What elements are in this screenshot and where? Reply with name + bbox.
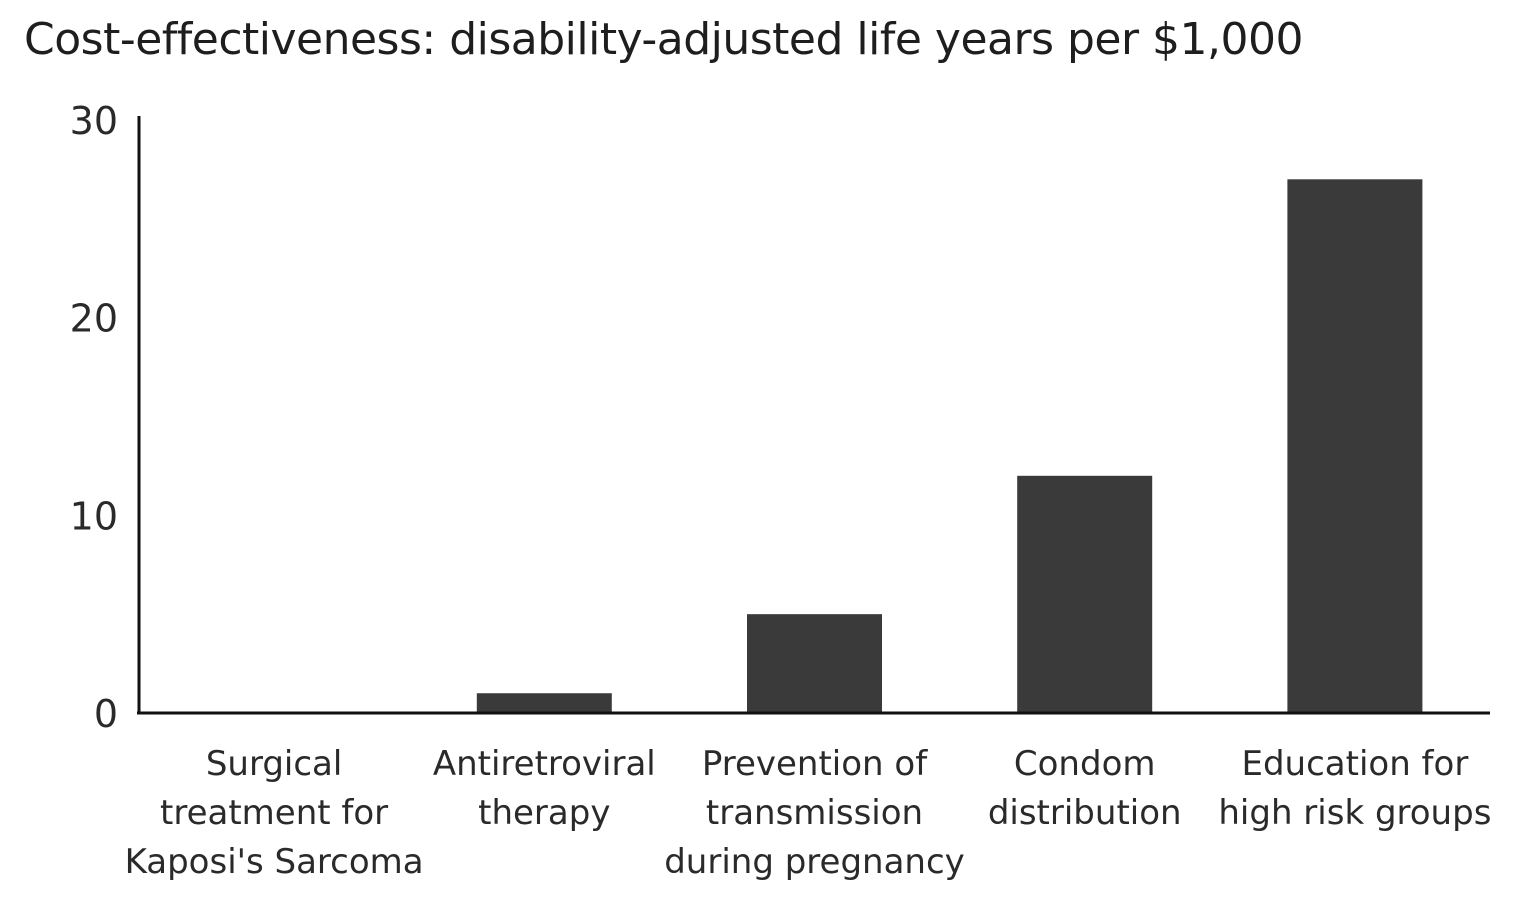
x-category-label: Condom distribution	[988, 744, 1182, 833]
x-category-label-line: Education for	[1241, 744, 1468, 784]
bar	[747, 614, 882, 713]
x-category-label-line: during pregnancy	[664, 842, 965, 882]
x-category-label: Surgical treatment for Kaposi's Sarcoma	[125, 744, 424, 882]
y-tick-label: 10	[70, 494, 118, 538]
x-category-label-line: transmission	[706, 793, 923, 833]
x-category-label-line: Antiretroviral	[433, 744, 656, 784]
y-tick-label: 20	[70, 297, 118, 341]
x-category-label: Antiretroviral therapy	[433, 744, 656, 833]
x-category-label-line: Condom	[1014, 744, 1156, 784]
bar	[1017, 475, 1153, 713]
x-category-label-line: distribution	[988, 793, 1182, 833]
x-category-label-line: therapy	[478, 793, 610, 833]
x-category-label: Prevention of transmission during pregnanc…	[664, 744, 965, 882]
x-category-label-line: treatment for	[160, 793, 388, 833]
x-category-label-line: Kaposi's Sarcoma	[125, 842, 424, 882]
bar	[476, 693, 612, 713]
y-tick-label: 30	[70, 99, 118, 143]
x-category-label-line: high risk groups	[1218, 793, 1491, 833]
bars	[206, 179, 1423, 714]
y-axis-ticks: 0 10 20 30	[70, 99, 118, 736]
chart-title: Cost-effectiveness: disability-adjusted …	[24, 14, 1304, 65]
y-tick-label: 0	[94, 692, 118, 736]
bar	[1287, 179, 1423, 714]
x-category-label: Education for high risk groups	[1218, 744, 1491, 833]
x-category-label-line: Surgical	[206, 744, 343, 784]
category-labels: Surgical treatment for Kaposi's SarcomaAnt…	[125, 744, 1492, 882]
x-category-label-line: Prevention of	[702, 744, 928, 784]
